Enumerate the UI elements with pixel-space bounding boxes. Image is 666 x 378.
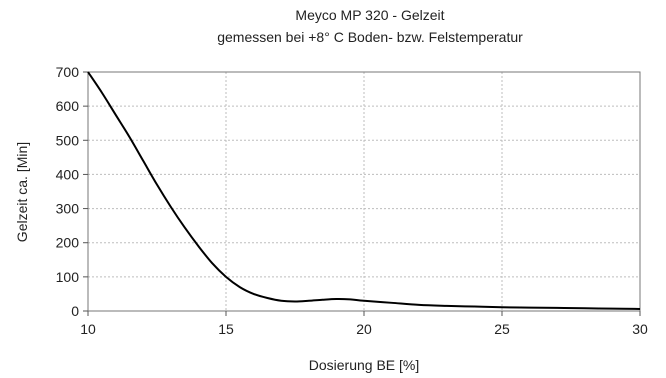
x-tick-label: 30 xyxy=(632,321,648,337)
y-tick-label: 400 xyxy=(56,166,80,182)
x-tick-label: 15 xyxy=(218,321,234,337)
y-tick-label: 100 xyxy=(56,269,80,285)
chart-title: Meyco MP 320 - Gelzeit xyxy=(295,7,444,23)
y-tick-label: 500 xyxy=(56,132,80,148)
series-line-gelzeit xyxy=(87,71,641,310)
y-tick-label: 300 xyxy=(56,201,80,217)
x-tick-label: 10 xyxy=(80,321,96,337)
chart-subtitle: gemessen bei +8° C Boden- bzw. Felstempe… xyxy=(217,29,523,45)
y-tick-label: 200 xyxy=(56,235,80,251)
plot-frame xyxy=(87,71,641,312)
x-axis-title: Dosierung BE [%] xyxy=(309,357,420,373)
y-axis-title: Gelzeit ca. [Min] xyxy=(14,142,30,242)
x-tick-label: 20 xyxy=(356,321,372,337)
y-tick-label: 0 xyxy=(71,303,79,319)
grid xyxy=(88,72,640,311)
x-tick-label: 25 xyxy=(494,321,510,337)
axis-ticks: 0 100 200 300 400 500 600 700 10 15 20 25 30 xyxy=(56,64,648,337)
y-tick-label: 700 xyxy=(56,64,80,80)
y-tick-label: 600 xyxy=(56,98,80,114)
